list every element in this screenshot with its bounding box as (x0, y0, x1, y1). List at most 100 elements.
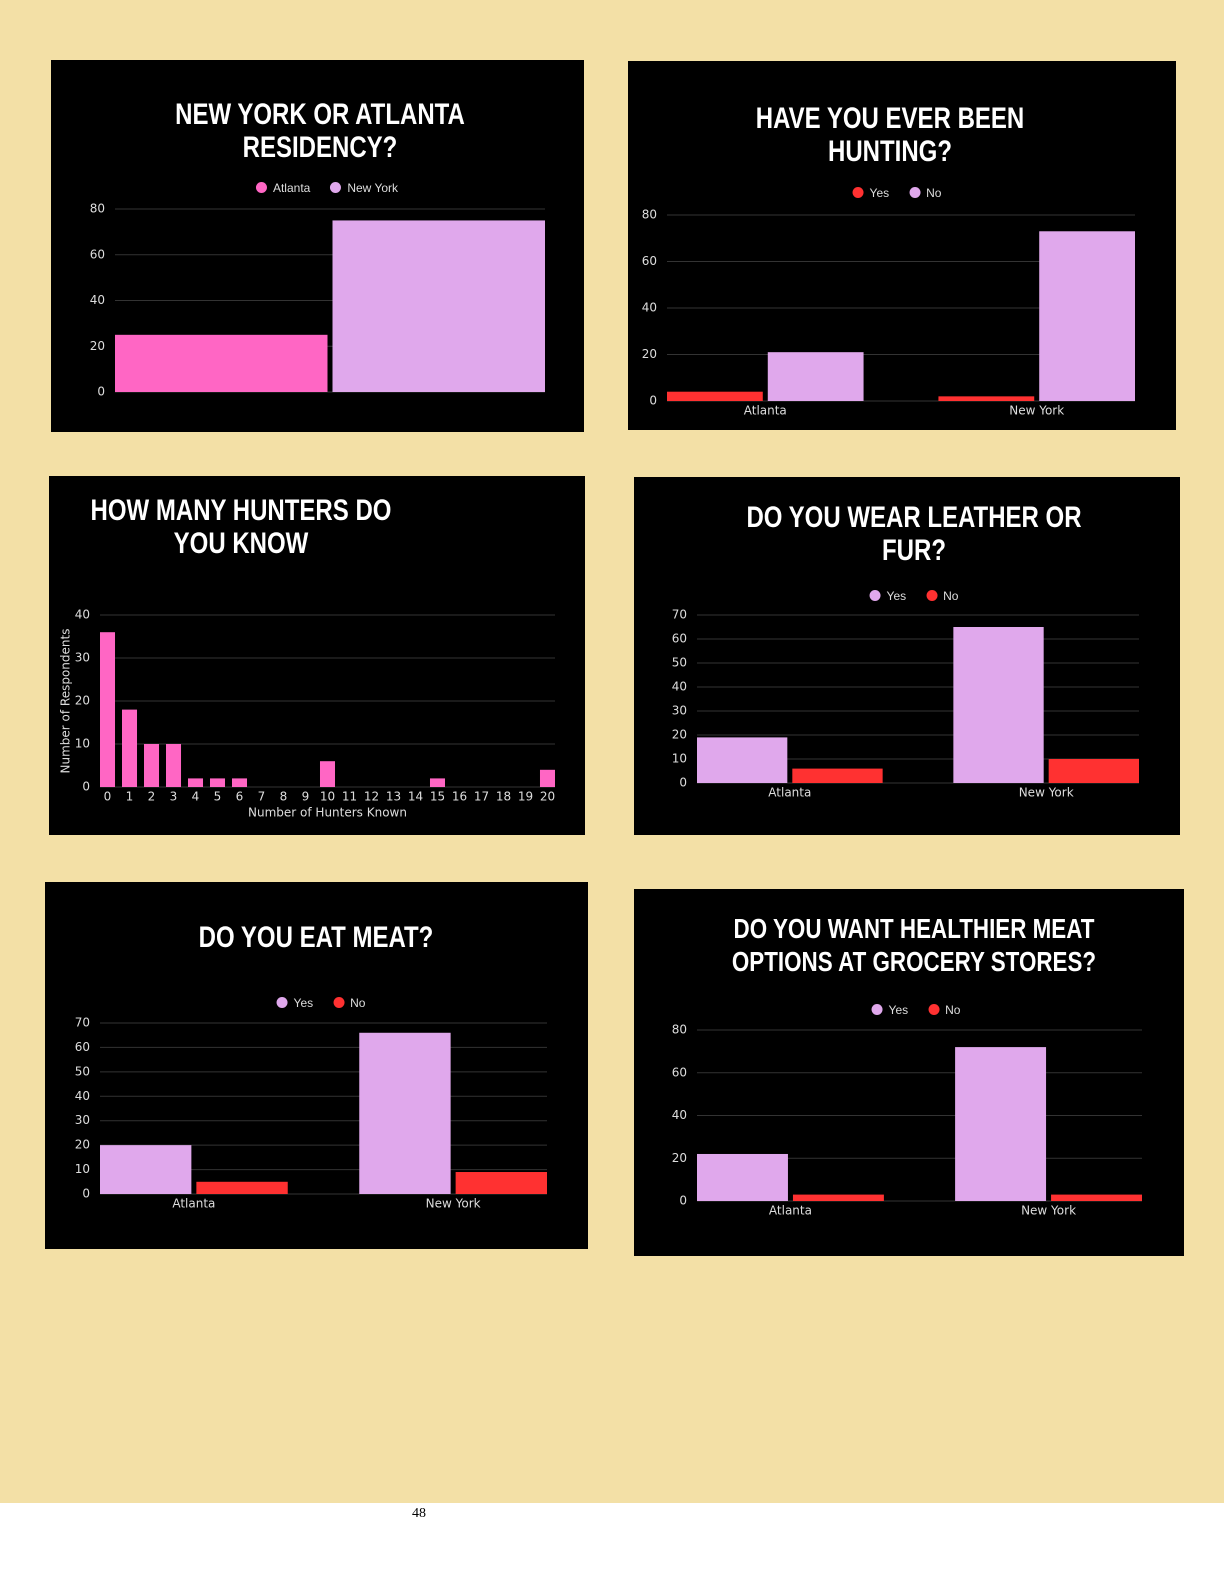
y-tick-label: 30 (672, 704, 687, 718)
page-number: 48 (412, 1506, 426, 1521)
legend-item: Atlanta (255, 181, 311, 195)
y-tick-label: 40 (672, 1108, 687, 1122)
y-tick-label: 60 (672, 632, 687, 646)
legend-item: New York (330, 181, 398, 195)
bar (1051, 1194, 1142, 1201)
bar (667, 391, 763, 401)
bar (953, 627, 1044, 783)
x-tick-label: Atlanta (744, 404, 787, 418)
y-tick-label: 40 (75, 1089, 90, 1103)
x-tick-label: 5 (214, 790, 222, 804)
legend-label: Yes (869, 186, 890, 200)
bar (429, 778, 446, 787)
chart-title: HAVE YOU EVER BEEN HUNTING? (755, 102, 1025, 168)
y-tick-label: 20 (90, 339, 105, 353)
x-tick-label: 8 (280, 790, 288, 804)
y-tick-label: 0 (649, 394, 657, 408)
bar (100, 632, 116, 787)
y-tick-label: 60 (75, 1040, 90, 1054)
legend-label: Yes (886, 589, 907, 603)
bar (165, 744, 182, 787)
legend: Yes No (871, 1003, 960, 1017)
y-tick-label: 0 (82, 780, 90, 794)
bar (697, 737, 788, 783)
legend-label: Yes (293, 996, 314, 1010)
bar (955, 1047, 1047, 1201)
x-tick-label: New York (426, 1197, 481, 1211)
bar (209, 778, 226, 787)
x-tick-label: 18 (496, 790, 511, 804)
chart-panel: HOW MANY HUNTERS DO YOU KNOW 0 10 20 30 40 0 1 2… (49, 476, 585, 835)
y-tick-label: 10 (672, 752, 687, 766)
legend-label: Yes (888, 1003, 909, 1017)
y-tick-label: 10 (75, 737, 90, 751)
chart-panel: DO YOU WANT HEALTHIER MEAT OPTIONS AT GR… (634, 889, 1184, 1256)
y-tick-label: 40 (90, 293, 105, 307)
x-tick-label: Atlanta (172, 1197, 215, 1211)
chart-panel: NEW YORK OR ATLANTA RESIDENCY? Atlanta New… (51, 60, 584, 432)
x-tick-label: 0 (104, 790, 112, 804)
legend-swatch (333, 997, 345, 1008)
x-tick-label: 19 (518, 790, 533, 804)
legend-item: No (909, 186, 941, 200)
bar (455, 1172, 547, 1194)
y-tick-label: 40 (642, 301, 657, 315)
x-tick-label: 2 (148, 790, 156, 804)
x-tick-label: New York (1009, 404, 1064, 418)
bar (143, 744, 160, 787)
x-tick-label: 6 (236, 790, 244, 804)
chart-svg: 0 20 40 60 80 Atlanta New York (672, 1023, 1142, 1218)
bar (100, 1145, 192, 1194)
legend-item: Yes (871, 1003, 909, 1017)
x-tick-label: 13 (386, 790, 401, 804)
y-tick-label: 0 (679, 776, 687, 790)
legend-swatch (330, 182, 342, 193)
x-tick-label: 9 (302, 790, 310, 804)
chart-title: DO YOU WEAR LEATHER OR FUR? (746, 501, 1082, 567)
legend-swatch (276, 997, 288, 1008)
bar (196, 1181, 288, 1194)
y-tick-label: 70 (75, 1016, 90, 1030)
chart-svg: 0 20 40 60 80 (90, 202, 545, 399)
x-tick-label: 20 (540, 790, 555, 804)
legend: Yes No (852, 186, 941, 200)
y-tick-label: 60 (642, 254, 657, 268)
chart-panel: DO YOU EAT MEAT? Yes No 0 10 20 30 40 50 60 70 Atla… (45, 882, 588, 1249)
y-tick-label: 40 (75, 608, 90, 622)
x-tick-label: 14 (408, 790, 423, 804)
x-tick-label: 12 (364, 790, 379, 804)
legend-label: No (350, 996, 366, 1010)
y-tick-label: 20 (672, 1151, 687, 1165)
bar (187, 778, 204, 787)
legend-item: Yes (276, 996, 314, 1010)
y-tick-label: 20 (672, 728, 687, 742)
y-tick-label: 30 (75, 1113, 90, 1127)
x-tick-label: Atlanta (768, 786, 811, 800)
bar (319, 761, 336, 787)
y-tick-label: 50 (672, 656, 687, 670)
legend-swatch (926, 590, 938, 601)
chart-svg: 0 10 20 30 40 50 60 70 Atlanta New York (672, 608, 1139, 800)
legend-item: Yes (852, 186, 890, 200)
chart-title: NEW YORK OR ATLANTA RESIDENCY? (175, 98, 465, 164)
x-tick-label: New York (1019, 786, 1074, 800)
x-tick-label: Atlanta (769, 1204, 812, 1218)
y-tick-label: 80 (642, 208, 657, 222)
y-tick-label: 0 (82, 1187, 90, 1201)
y-tick-label: 30 (75, 651, 90, 665)
bar (938, 396, 1035, 401)
bar (332, 220, 545, 392)
chart-title: DO YOU WANT HEALTHIER MEAT OPTIONS AT GR… (731, 913, 1097, 977)
bar (115, 334, 328, 392)
legend: Atlanta New York (255, 181, 398, 195)
bar (121, 709, 138, 787)
bar (767, 352, 864, 401)
chart-panel: DO YOU WEAR LEATHER OR FUR? Yes No 0 10 20 30 4… (634, 477, 1180, 835)
y-tick-label: 20 (75, 1138, 90, 1152)
y-tick-label: 40 (672, 680, 687, 694)
y-tick-label: 70 (672, 608, 687, 622)
y-tick-label: 80 (90, 202, 105, 216)
y-tick-label: 0 (97, 385, 105, 399)
legend-swatch (852, 187, 864, 198)
legend-label: Atlanta (272, 181, 311, 195)
